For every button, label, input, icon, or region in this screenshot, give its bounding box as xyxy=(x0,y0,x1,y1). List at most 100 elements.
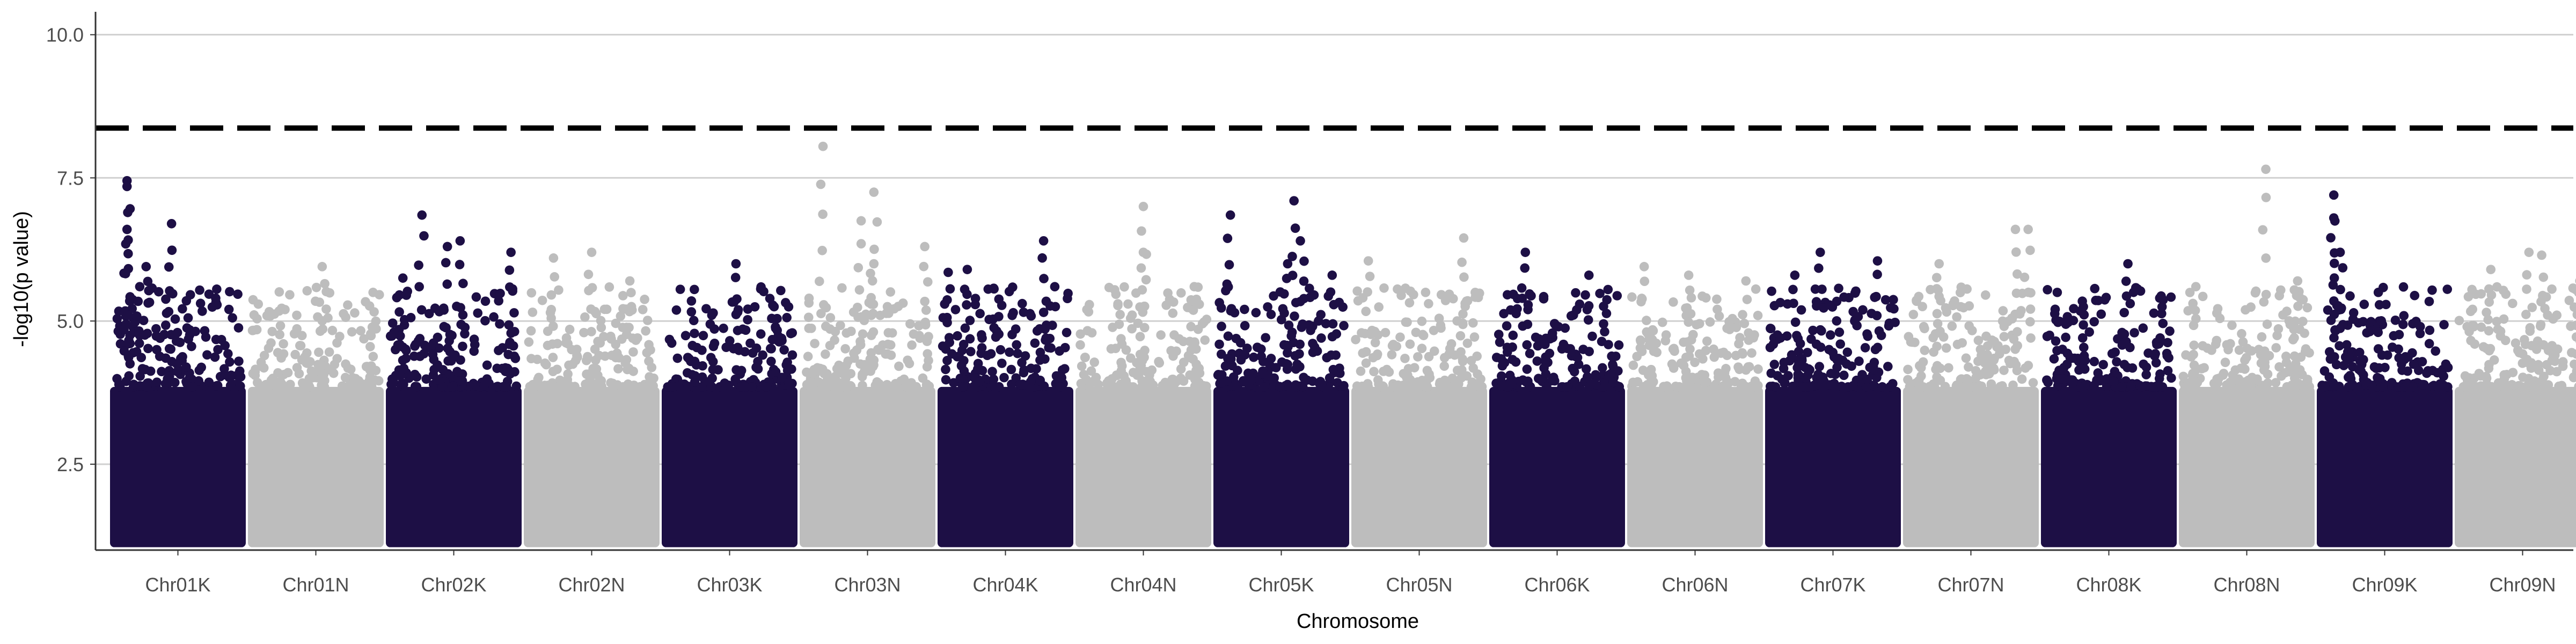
point xyxy=(1667,359,1677,369)
point xyxy=(825,324,835,334)
point xyxy=(1409,290,1418,299)
point xyxy=(1275,382,1285,392)
point xyxy=(2189,340,2199,350)
point xyxy=(429,364,439,375)
point xyxy=(1216,377,1226,387)
point xyxy=(975,309,985,319)
point xyxy=(1932,309,1942,319)
point xyxy=(1589,378,1598,389)
point xyxy=(989,374,999,384)
point xyxy=(394,290,405,300)
point xyxy=(509,351,519,361)
chromosome-Chr06N xyxy=(1627,262,1763,547)
point xyxy=(1713,304,1722,314)
point xyxy=(1536,375,1546,385)
point xyxy=(1980,290,1990,300)
point xyxy=(534,372,544,383)
point xyxy=(1722,382,1732,391)
point xyxy=(1521,377,1531,387)
point xyxy=(178,304,187,314)
point xyxy=(1520,263,1530,273)
point xyxy=(2079,320,2088,330)
point xyxy=(1494,330,1504,339)
point xyxy=(1877,382,1887,392)
point xyxy=(292,363,302,372)
point xyxy=(315,326,325,336)
point xyxy=(252,325,262,335)
point xyxy=(1291,380,1301,390)
point xyxy=(580,312,590,322)
point xyxy=(386,379,396,389)
peak-point xyxy=(506,247,516,257)
point xyxy=(2183,306,2193,316)
point xyxy=(1030,338,1040,348)
point xyxy=(396,331,405,341)
point xyxy=(1753,311,1763,320)
point xyxy=(1738,310,1747,320)
y-tick-label: 10.0 xyxy=(46,24,84,46)
point xyxy=(2335,324,2345,333)
peak-point xyxy=(1584,270,1594,280)
point xyxy=(687,341,698,350)
point xyxy=(1522,340,1532,350)
point xyxy=(495,319,504,329)
point xyxy=(997,358,1007,368)
point xyxy=(1369,367,1379,377)
point xyxy=(2540,382,2550,392)
point xyxy=(2155,333,2165,343)
point xyxy=(545,308,555,318)
point-cluster xyxy=(2179,386,2315,547)
point xyxy=(1396,290,1406,301)
point xyxy=(837,283,847,293)
point xyxy=(415,352,425,361)
point xyxy=(2432,368,2442,378)
point xyxy=(2574,362,2576,369)
point xyxy=(869,244,879,254)
point xyxy=(2471,289,2481,299)
point xyxy=(2164,353,2174,363)
x-tick-label: Chr01N xyxy=(282,574,349,596)
point xyxy=(2401,352,2410,362)
peak-point xyxy=(417,210,427,220)
point xyxy=(1361,306,1371,316)
point xyxy=(882,302,892,312)
x-tick-label: Chr02K xyxy=(421,574,486,596)
point xyxy=(1744,335,1754,345)
point xyxy=(628,367,638,376)
peak-point xyxy=(869,259,879,269)
point xyxy=(1249,352,1258,362)
point xyxy=(395,371,405,381)
point xyxy=(2501,289,2511,299)
point xyxy=(2065,353,2075,362)
point-cluster xyxy=(2455,386,2576,547)
point xyxy=(1085,382,1094,392)
point xyxy=(1370,338,1380,348)
point xyxy=(479,381,489,391)
point xyxy=(1681,353,1691,362)
point xyxy=(321,304,331,314)
point xyxy=(2295,324,2304,334)
point xyxy=(155,352,165,361)
point xyxy=(1457,373,1466,383)
point xyxy=(2154,380,2163,390)
peak-point xyxy=(1872,256,1883,266)
point xyxy=(236,372,246,382)
point xyxy=(2338,263,2348,273)
point xyxy=(1931,273,1942,283)
point xyxy=(2125,298,2135,309)
point xyxy=(2329,258,2339,268)
point xyxy=(2214,374,2223,384)
peak-point xyxy=(625,276,635,286)
point xyxy=(2157,309,2167,319)
point xyxy=(958,382,968,392)
point xyxy=(1011,324,1021,334)
point xyxy=(164,371,174,382)
point xyxy=(2332,301,2342,310)
point xyxy=(1817,284,1827,294)
chromosome-Chr03N xyxy=(800,141,935,547)
point xyxy=(1140,346,1150,355)
point xyxy=(853,262,863,273)
point xyxy=(1848,306,1858,317)
point xyxy=(2049,354,2059,364)
point xyxy=(1522,364,1532,374)
